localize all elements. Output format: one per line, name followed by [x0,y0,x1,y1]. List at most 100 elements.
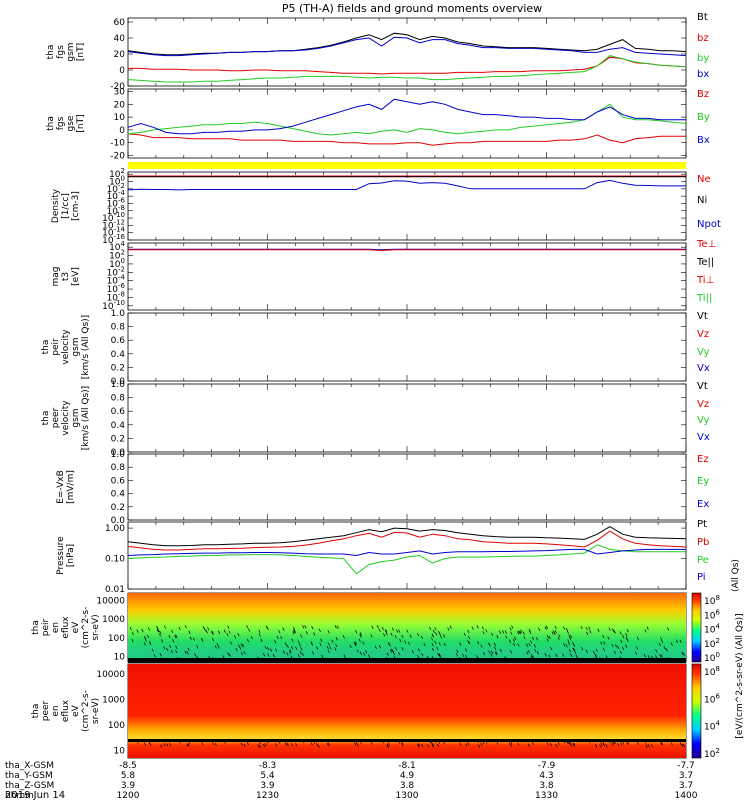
legend-Vz: Vz [697,329,709,340]
x-tick-label-x_gsm: -8.3 [259,761,277,771]
x-tick-label-z_gsm: 3.8 [539,781,554,791]
legend-Bz: Bz [697,89,709,100]
legend-Vx: Vx [697,363,710,374]
legend-Vt: Vt [697,381,708,392]
y-tick-label: 60 [114,18,126,28]
legend-Ti||: Ti|| [696,293,712,304]
series-line-Bz [128,134,686,146]
y-tick-label: 0.8 [111,394,126,404]
y-tick-label: 0.2 [111,434,125,444]
y-tick-label: 1.0 [111,450,126,460]
y-axis-label: Density [51,188,61,223]
y-tick-label: 0.2 [111,363,125,373]
x-tick-label-hhmm: 1300 [396,791,419,800]
y-axis-label: [km/s (All Qs)] [81,315,91,379]
legend-by: by [697,53,709,64]
colorbar-tick-label: 100 [704,651,720,664]
peer-spectrogram-heatmap [128,664,686,758]
y-axis-label: tha [31,620,41,635]
y-axis-label: Pressure [56,536,66,575]
y-tick-label: 0.4 [111,421,126,431]
y-axis-label: velocity [61,329,71,365]
y-axis-label: fgs [56,116,66,130]
y-tick-label: 10 [114,113,126,123]
legend-Npot: Npot [697,219,721,230]
panel-frame [128,89,686,158]
y-axis-label: sr-eV) [91,698,101,724]
legend-Te⊥: Te⊥ [696,239,716,250]
x-tick-label-y_gsm: 3.7 [679,771,693,781]
y-axis-label: t3 [61,272,71,281]
series-line-by [128,56,686,82]
y-tick-label: 10000 [96,596,125,606]
y-tick-label: 1.00 [105,524,125,534]
y-axis-label: [km/s (All Qs)] [81,386,91,450]
x-axis-row-label: tha_Y-GSM [5,771,53,781]
y-axis-label: tha [41,340,51,355]
y-axis-label: en [51,622,61,633]
legend-Pb: Pb [697,537,709,548]
y-tick-label: 0.4 [111,350,126,360]
legend-bx: bx [697,69,709,80]
colorbar-tick-label: 106 [704,692,720,705]
panel-frame [128,384,686,452]
y-axis-label: tha [31,704,41,719]
peir-colorbar [692,593,701,662]
legend-Vz: Vz [697,399,709,410]
y-tick-label: 0.8 [111,323,126,333]
legend-Vx: Vx [697,432,710,443]
y-axis-label: [mV/m] [66,470,76,504]
x-tick-label-z_gsm: 3.8 [400,781,415,791]
y-tick-label: 0.10 [105,555,125,565]
panel-density: 10210010-210-410-610-810-1010-1210-1410-… [51,167,721,246]
x-tick-label-z_gsm: 3.9 [121,781,136,791]
x-tick-label-x_gsm: -8.1 [398,761,416,771]
y-tick-label: 10 [114,652,126,662]
y-tick-label: 0.4 [111,490,126,500]
y-axis-label: mag [51,267,61,287]
legend-Vy: Vy [697,415,710,426]
x-tick-label-x_gsm: -7.7 [677,761,695,771]
x-tick-label-y_gsm: 4.3 [539,771,553,781]
y-tick-label: 0.6 [111,476,126,486]
y-axis-label: velocity [61,400,71,436]
y-axis-label: en [51,705,61,716]
x-tick-label-hhmm: 1230 [256,791,279,800]
x-tick-label-x_gsm: -8.5 [119,761,137,771]
series-line-Npot [128,180,686,190]
legend-Ne: Ne [697,174,711,185]
y-axis-label: gsm [71,337,81,356]
series-line-Bx [128,99,686,134]
y-tick-label: 0.8 [111,463,126,473]
y-axis-label: [nT] [76,114,86,132]
x-tick-label-z_gsm: 3.7 [679,781,693,791]
y-axis-label: eflux [61,699,71,722]
colorbar-labels: 108106104102100108106104102[eV/(cm^2-s-s… [704,594,745,760]
panel-frame [128,454,686,520]
x-axis: tha_X-GSMtha_Y-GSMtha_Z-GSMhhmm-8.5-8.3-… [5,761,698,800]
legend-Ey: Ey [697,476,709,487]
y-tick-label: 30 [114,88,126,98]
y-axis-label: eflux [61,616,71,639]
y-tick-label: 1.0 [111,309,126,319]
y-tick-label: -20 [110,151,125,161]
series-line-By [128,104,686,135]
y-axis-label: peer [41,700,51,721]
legend-Bt: Bt [697,12,708,23]
y-axis-label: tha [46,45,56,60]
y-tick-label: 20 [114,100,126,110]
y-tick-label: 40 [114,34,126,44]
y-tick-label: 100 [108,634,125,644]
peir-bottom-band [128,658,686,663]
legend-Ni: Ni [697,195,707,206]
panel-frame [128,313,686,381]
legend-Te||: Te|| [696,257,714,268]
legend-Ex: Ex [697,499,709,510]
y-tick-label: 0 [119,66,125,76]
y-axis-label: sr-eV) [91,614,101,640]
